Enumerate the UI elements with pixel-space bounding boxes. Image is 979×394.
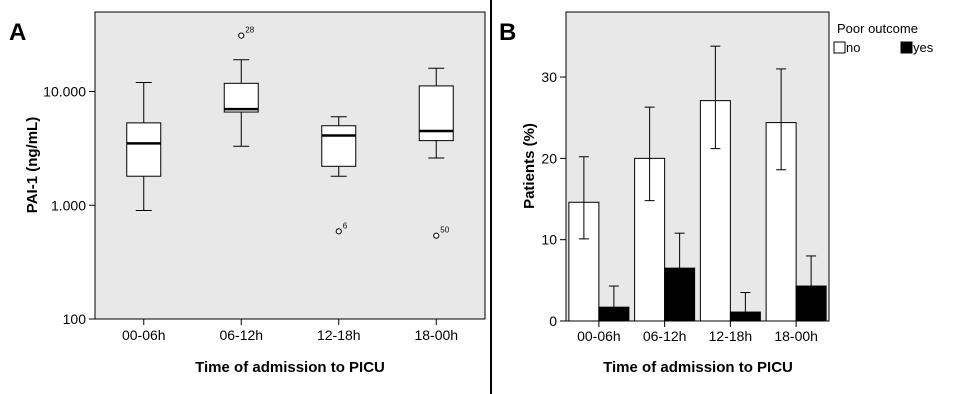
a-x-tick-label: 18-00h — [414, 327, 458, 343]
a-y-ticks: 100 1.000 10.000 — [43, 84, 95, 327]
a-x-tick-label: 06-12h — [219, 327, 263, 343]
legend-swatch-yes — [901, 42, 912, 53]
legend: Poor outcome no yes — [834, 21, 934, 55]
b-y-ticks: 0 10 20 30 — [541, 69, 566, 329]
b-x-tick-label: 18-00h — [774, 328, 818, 344]
a-outlier-point — [239, 33, 244, 38]
panel-b: B 0 10 20 30 00-06h 06-12h 12-18h 18-00h Patie… — [499, 12, 934, 376]
a-box — [419, 86, 453, 141]
panel-a: A 28 6 50 100 1.000 10.000 00-06h 06-12h 12-18… — [9, 12, 485, 376]
legend-label-no: no — [846, 40, 860, 55]
panel-a-letter: A — [9, 19, 26, 46]
legend-label-yes: yes — [913, 40, 934, 55]
b-x-tick-label: 00-06h — [577, 328, 621, 344]
a-x-ticks: 00-06h 06-12h 12-18h 18-00h — [122, 319, 458, 343]
b-y-tick-label: 10 — [541, 232, 557, 248]
a-box — [322, 126, 356, 167]
a-y-tick-label: 10.000 — [43, 84, 86, 100]
a-y-axis-title: PAI-1 (ng/mL) — [24, 117, 41, 213]
legend-title: Poor outcome — [837, 21, 918, 36]
b-x-tick-label: 12-18h — [709, 328, 753, 344]
b-y-tick-label: 30 — [541, 69, 557, 85]
legend-swatch-no — [834, 42, 845, 53]
a-box — [224, 83, 258, 112]
a-x-axis-title: Time of admission to PICU — [195, 359, 385, 376]
b-x-tick-label: 06-12h — [643, 328, 687, 344]
b-y-tick-label: 0 — [549, 313, 557, 329]
b-y-tick-label: 20 — [541, 150, 557, 166]
a-outlier-point — [434, 233, 439, 238]
a-y-tick-label: 1.000 — [51, 197, 86, 213]
a-outlier-point — [336, 229, 341, 234]
a-y-tick-label: 100 — [63, 311, 87, 327]
a-x-tick-label: 12-18h — [317, 327, 361, 343]
a-outlier-label: 6 — [343, 221, 348, 230]
a-outlier-label: 50 — [440, 226, 449, 235]
a-outlier-label: 28 — [245, 26, 254, 35]
panel-b-letter: B — [499, 19, 516, 46]
b-x-ticks: 00-06h 06-12h 12-18h 18-00h — [577, 321, 818, 344]
b-x-axis-title: Time of admission to PICU — [603, 359, 793, 376]
b-y-axis-title: Patients (%) — [521, 123, 538, 209]
a-x-tick-label: 00-06h — [122, 327, 166, 343]
a-box — [127, 123, 161, 176]
